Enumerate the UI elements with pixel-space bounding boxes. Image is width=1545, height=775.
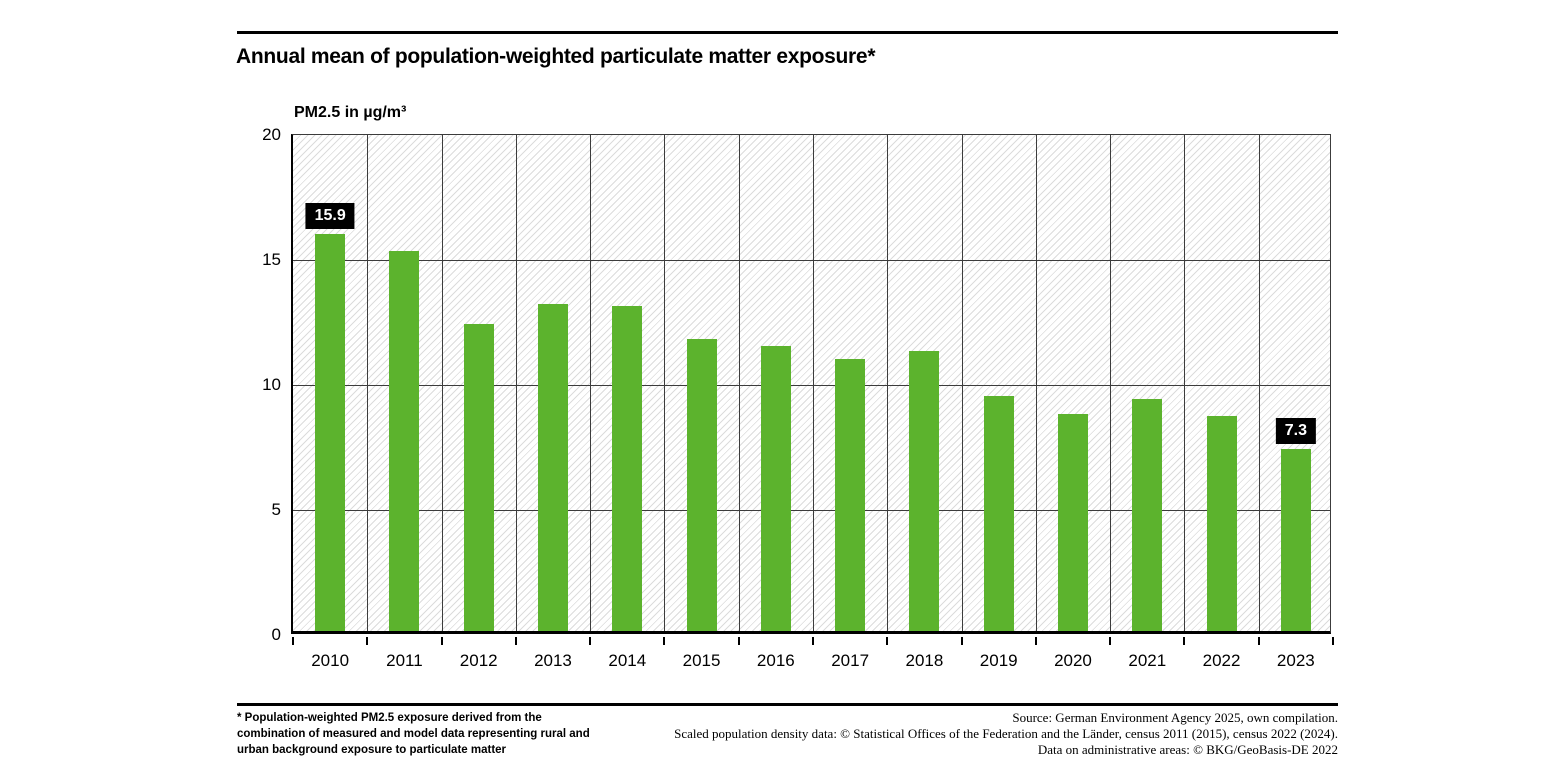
vertical-gridline: [1184, 135, 1186, 631]
horizontal-gridline: [293, 510, 1330, 511]
vertical-gridline: [590, 135, 592, 631]
chart-title: Annual mean of population-weighted parti…: [236, 45, 876, 68]
x-axis-tick: [1183, 637, 1186, 645]
footnote: * Population-weighted PM2.5 exposure der…: [237, 710, 590, 758]
y-axis-tick-label: 0: [271, 625, 281, 644]
x-axis-label-2017: 2017: [831, 651, 870, 670]
footnote-line: * Population-weighted PM2.5 exposure der…: [237, 712, 542, 724]
footnote-line: urban background exposure to particulate…: [237, 744, 507, 756]
x-axis-tick: [960, 637, 963, 645]
vertical-gridline: [1035, 135, 1037, 631]
y-axis-tick-label: 20: [262, 125, 281, 144]
bar-2022: [1206, 416, 1237, 631]
y-axis-tick-label: 5: [271, 500, 281, 519]
bar-2016: [760, 346, 791, 631]
x-axis-tick: [886, 637, 889, 645]
x-axis-label-2021: 2021: [1128, 651, 1167, 670]
bar-2010: [315, 233, 346, 631]
source-line: Scaled population density data: © Statis…: [674, 726, 1338, 741]
x-axis-label-2013: 2013: [534, 651, 572, 670]
vertical-gridline: [664, 135, 666, 631]
x-axis-label-2016: 2016: [756, 651, 795, 670]
x-axis-label-2014: 2014: [608, 651, 647, 670]
x-axis-tick: [440, 637, 443, 645]
bottom-rule: [237, 703, 1338, 706]
bar-2015: [686, 338, 717, 631]
x-axis-label-2023: 2023: [1276, 651, 1315, 670]
horizontal-gridline: [293, 385, 1330, 386]
horizontal-gridline: [293, 260, 1330, 261]
x-axis-tick: [1332, 637, 1334, 645]
bar-2012: [463, 323, 494, 631]
vertical-gridline: [367, 135, 369, 631]
source-note: Source: German Environment Agency 2025, …: [674, 710, 1338, 758]
footnote-line: combination of measured and model data r…: [237, 728, 590, 740]
vertical-gridline: [515, 135, 517, 631]
x-axis-tick: [1034, 637, 1037, 645]
vertical-gridline: [738, 135, 740, 631]
bar-2019: [983, 396, 1014, 631]
bar-2011: [389, 251, 420, 631]
value-label-2023: 7.3: [1275, 417, 1316, 444]
vertical-gridline: [1110, 135, 1112, 631]
x-axis-tick: [1109, 637, 1112, 645]
source-line: Source: German Environment Agency 2025, …: [1012, 710, 1338, 725]
vertical-gridline: [441, 135, 443, 631]
x-axis-label-2018: 2018: [905, 651, 944, 670]
x-axis-label-2022: 2022: [1202, 651, 1241, 670]
x-axis-tick: [1257, 637, 1260, 645]
value-label-2010: 15.9: [305, 202, 355, 229]
x-axis-tick: [589, 637, 592, 645]
bar-2013: [538, 303, 568, 631]
top-rule: [237, 31, 1338, 34]
bar-2023: [1280, 448, 1311, 631]
vertical-gridline: [813, 135, 814, 631]
bar-2014: [612, 306, 643, 631]
x-axis-tick: [292, 637, 294, 645]
y-axis-unit-label: PM2.5 in µg/m³: [294, 104, 407, 121]
x-axis-label-2010: 2010: [311, 651, 350, 670]
x-axis-tick: [514, 637, 517, 645]
bar-2017: [835, 358, 866, 631]
x-axis-label-2015: 2015: [682, 651, 721, 670]
plot-area: 15.9 7.3: [291, 134, 1331, 634]
y-axis-tick-label: 15: [262, 250, 281, 269]
vertical-gridline: [961, 135, 963, 631]
x-axis-label-2020: 2020: [1054, 651, 1092, 670]
x-axis-tick: [663, 637, 666, 645]
bar-2020: [1058, 413, 1088, 631]
x-axis-tick: [366, 637, 369, 645]
source-line: Data on administrative areas: © BKG/GeoB…: [1037, 742, 1338, 757]
bar-2021: [1132, 398, 1163, 631]
x-axis-label-2011: 2011: [386, 651, 423, 670]
y-axis-tick-label: 10: [262, 375, 281, 394]
bar-2018: [909, 351, 940, 631]
vertical-gridline: [887, 135, 889, 631]
x-axis-tick: [812, 637, 814, 645]
x-axis-label-2019: 2019: [979, 651, 1018, 670]
vertical-gridline: [1258, 135, 1260, 631]
x-axis-label-2012: 2012: [459, 651, 498, 670]
x-axis-tick: [737, 637, 740, 645]
